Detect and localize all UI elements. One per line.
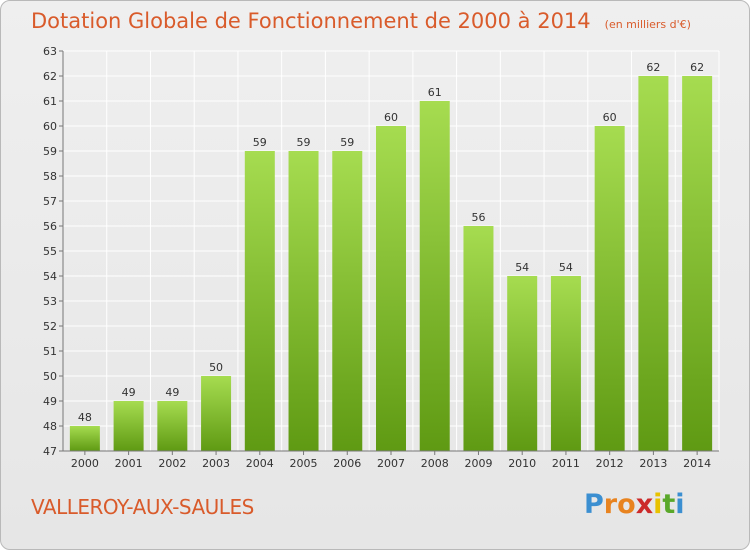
logo-letter: r [603,489,618,520]
chart-unit: (en milliers d'€) [604,18,691,31]
data-label-2003: 50 [209,361,223,374]
data-label-2007: 60 [384,111,398,124]
x-tick-label: 2000 [71,457,99,470]
x-tick-label: 2014 [683,457,711,470]
x-tick-label: 2002 [158,457,186,470]
logo-letter: i [653,489,663,520]
bar-2000 [69,426,100,451]
x-tick-label: 2001 [115,457,143,470]
data-label-2008: 61 [428,86,442,99]
y-tick-label: 62 [43,70,57,83]
x-tick-label: 2012 [596,457,624,470]
bar-2012 [594,126,625,451]
bar-2008 [419,101,450,451]
x-tick-label: 2007 [377,457,405,470]
bar-2011 [550,276,581,451]
bar-2009 [463,226,494,451]
bar-2010 [507,276,538,451]
data-label-2010: 54 [515,261,529,274]
x-tick-label: 2005 [290,457,318,470]
logo-letter: x [635,489,654,520]
data-label-2000: 48 [78,411,92,424]
y-tick-label: 51 [43,345,57,358]
y-tick-label: 50 [43,370,57,383]
data-label-2002: 49 [165,386,179,399]
bar-2001 [113,401,144,451]
data-label-2014: 62 [690,61,704,74]
data-label-2012: 60 [603,111,617,124]
y-tick-label: 56 [43,220,57,233]
bars [69,76,713,451]
y-tick-label: 60 [43,120,57,133]
data-label-2004: 59 [253,136,267,149]
data-labels: 48 49 49 50 59 59 59 60 61 56 54 54 60 62 62 [78,61,704,424]
y-tick-label: 52 [43,320,57,333]
x-tick-label: 2004 [246,457,274,470]
y-tick-label: 57 [43,195,57,208]
data-label-2005: 59 [297,136,311,149]
y-tick-label: 54 [43,270,57,283]
y-tick-label: 59 [43,145,57,158]
proxiti-logo: Proxiti [584,489,685,520]
logo-letter: P [584,489,604,520]
logo-letter: t [662,489,676,520]
bar-2007 [376,126,406,451]
bar-2002 [157,401,188,451]
data-label-2011: 54 [559,261,573,274]
logo-letter: o [617,489,636,520]
data-label-2013: 62 [646,61,660,74]
x-tick-label: 2013 [639,457,667,470]
commune-name: VALLEROY-AUX-SAULES [31,495,254,519]
data-label-2006: 59 [340,136,354,149]
chart-title-text: Dotation Globale de Fonctionnement de 20… [31,9,591,33]
logo-letter: i [675,489,685,520]
x-tick-label: 2008 [421,457,449,470]
bar-2003 [201,376,232,451]
y-tick-label: 61 [43,95,57,108]
data-label-2009: 56 [471,211,485,224]
bar-2004 [244,151,275,451]
y-tick-label: 48 [43,420,57,433]
y-tick-label: 53 [43,295,57,308]
bar-2013 [638,76,669,451]
data-label-2001: 49 [122,386,136,399]
bar-2014 [682,76,713,451]
x-tick-label: 2010 [508,457,536,470]
y-tick-label: 58 [43,170,57,183]
y-tick-label: 47 [43,445,57,458]
bar-2005 [288,151,319,451]
y-tick-label: 63 [43,45,57,58]
y-tick-label: 55 [43,245,57,258]
chart-title: Dotation Globale de Fonctionnement de 20… [31,9,691,33]
x-tick-label: 2003 [202,457,230,470]
x-tick-label: 2006 [333,457,361,470]
x-tick-label: 2011 [552,457,580,470]
bar-2006 [332,151,363,451]
x-tick-label: 2009 [464,457,492,470]
y-tick-label: 49 [43,395,57,408]
axes: 47 48 49 50 51 52 53 54 55 56 57 58 59 60 61 62 63 2000 20… [43,45,719,470]
